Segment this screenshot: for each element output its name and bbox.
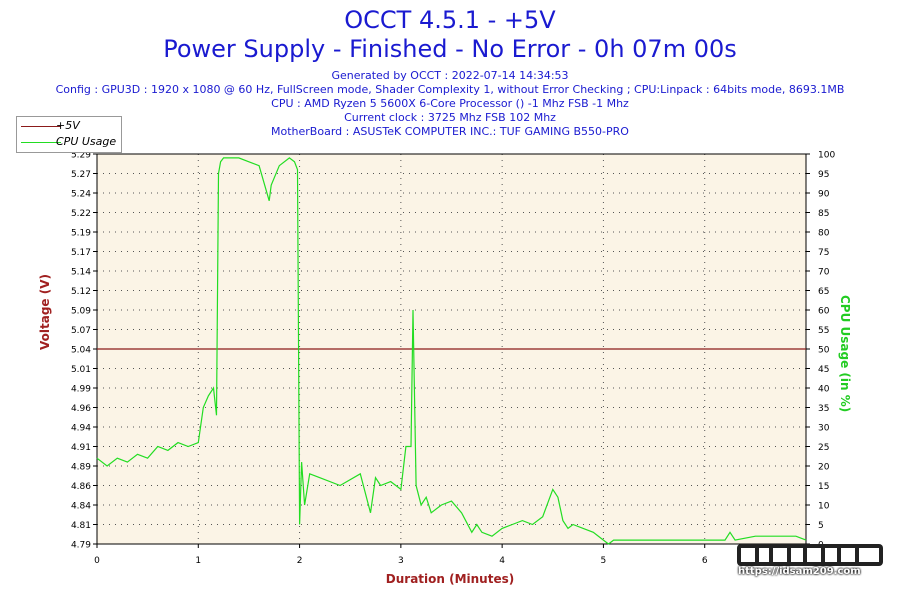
y-tick-label-right: 15 (818, 482, 829, 492)
y-tick-label-right: 95 (818, 170, 829, 180)
config-info: Config : GPU3D : 1920 x 1080 @ 60 Hz, Fu… (55, 83, 845, 96)
y-tick-label-right: 55 (818, 326, 829, 336)
chart-title: OCCT 4.5.1 - +5V (344, 6, 556, 34)
y-tick-label-left: 4.99 (71, 385, 91, 395)
y-tick-label-left: 5.19 (71, 229, 91, 239)
y-tick-label-left: 4.91 (71, 443, 91, 453)
y-tick-label-right: 35 (818, 404, 829, 414)
y-tick-label-right: 100 (818, 151, 835, 161)
legend: +5V CPU Usage (16, 116, 122, 153)
y-tick-label-left: 5.17 (71, 248, 91, 258)
y-tick-label-right: 90 (818, 190, 830, 200)
x-tick-label: 0 (94, 556, 100, 566)
y-tick-label-right: 70 (818, 268, 830, 278)
y-tick-label-right: 75 (818, 248, 829, 258)
watermark-url: https://idsam209.com (738, 566, 861, 577)
y-tick-label-left: 5.22 (71, 209, 91, 219)
y-tick-label-left: 4.79 (71, 541, 91, 551)
legend-swatch-cpu (21, 142, 61, 143)
clock-info: Current clock : 3725 Mhz FSB 102 Mhz (344, 111, 556, 124)
x-tick-label: 1 (195, 556, 201, 566)
y-tick-label-left: 5.14 (71, 268, 91, 278)
y-tick-label-right: 65 (818, 287, 829, 297)
y-tick-label-left: 5.24 (71, 190, 91, 200)
y-tick-label-left: 5.09 (71, 307, 91, 317)
legend-item-voltage: +5V (17, 118, 121, 134)
y-tick-label-left: 4.84 (71, 502, 91, 512)
x-tick-label: 2 (297, 556, 303, 566)
y-tick-label-right: 10 (818, 502, 830, 512)
motherboard-info: MotherBoard : ASUSTeK COMPUTER INC.: TUF… (271, 125, 629, 138)
y-tick-label-right: 80 (818, 229, 830, 239)
legend-swatch-voltage (21, 126, 61, 127)
generated-info: Generated by OCCT : 2022-07-14 14:34:53 (331, 69, 569, 82)
y-tick-label-right: 25 (818, 443, 829, 453)
y-tick-label-left: 5.04 (71, 346, 91, 356)
series-cpu-usage-line (96, 157, 807, 545)
y-tick-label-left: 4.86 (71, 482, 91, 492)
y-tick-label-right: 30 (818, 424, 830, 434)
y-tick-label-right: 50 (818, 346, 830, 356)
y-tick-label-left: 5.01 (71, 365, 91, 375)
watermark-logo (737, 544, 883, 566)
x-tick-label: 6 (702, 556, 708, 566)
x-tick-label: 3 (398, 556, 404, 566)
x-axis-label: Duration (Minutes) (385, 572, 515, 586)
cpu-info: CPU : AMD Ryzen 5 5600X 6-Core Processor… (271, 97, 629, 110)
y-tick-label-left: 4.96 (71, 404, 91, 414)
axes: 4.79 4.81 4.84 4.86 4.89 4.91 4.94 4.96 4.99 5.01… (71, 151, 835, 567)
y-tick-label-left: 5.29 (71, 151, 91, 161)
x-tick-label: 4 (499, 556, 505, 566)
legend-label-voltage: +5V (56, 119, 80, 132)
y-tick-label-right: 60 (818, 307, 830, 317)
y-axis-label-right: CPU Usage (in %) (838, 295, 852, 413)
y-tick-label-left: 4.89 (71, 463, 91, 473)
x-tick-label: 5 (601, 556, 607, 566)
y-tick-label-left: 5.27 (71, 170, 91, 180)
y-tick-label-left: 5.12 (71, 287, 91, 297)
y-tick-label-left: 4.94 (71, 424, 91, 434)
legend-label-cpu: CPU Usage (56, 135, 117, 148)
y-tick-label-left: 4.81 (71, 521, 91, 531)
series-group (96, 157, 807, 545)
legend-item-cpu: CPU Usage (17, 134, 121, 150)
y-tick-label-right: 40 (818, 385, 830, 395)
chart-subtitle: Power Supply - Finished - No Error - 0h … (163, 35, 737, 63)
y-tick-label-right: 20 (818, 463, 830, 473)
y-tick-label-right: 5 (818, 521, 824, 531)
y-tick-label-right: 45 (818, 365, 829, 375)
y-tick-label-left: 5.07 (71, 326, 91, 336)
y-axis-label-left: Voltage (V) (38, 274, 52, 350)
y-tick-label-right: 85 (818, 209, 829, 219)
